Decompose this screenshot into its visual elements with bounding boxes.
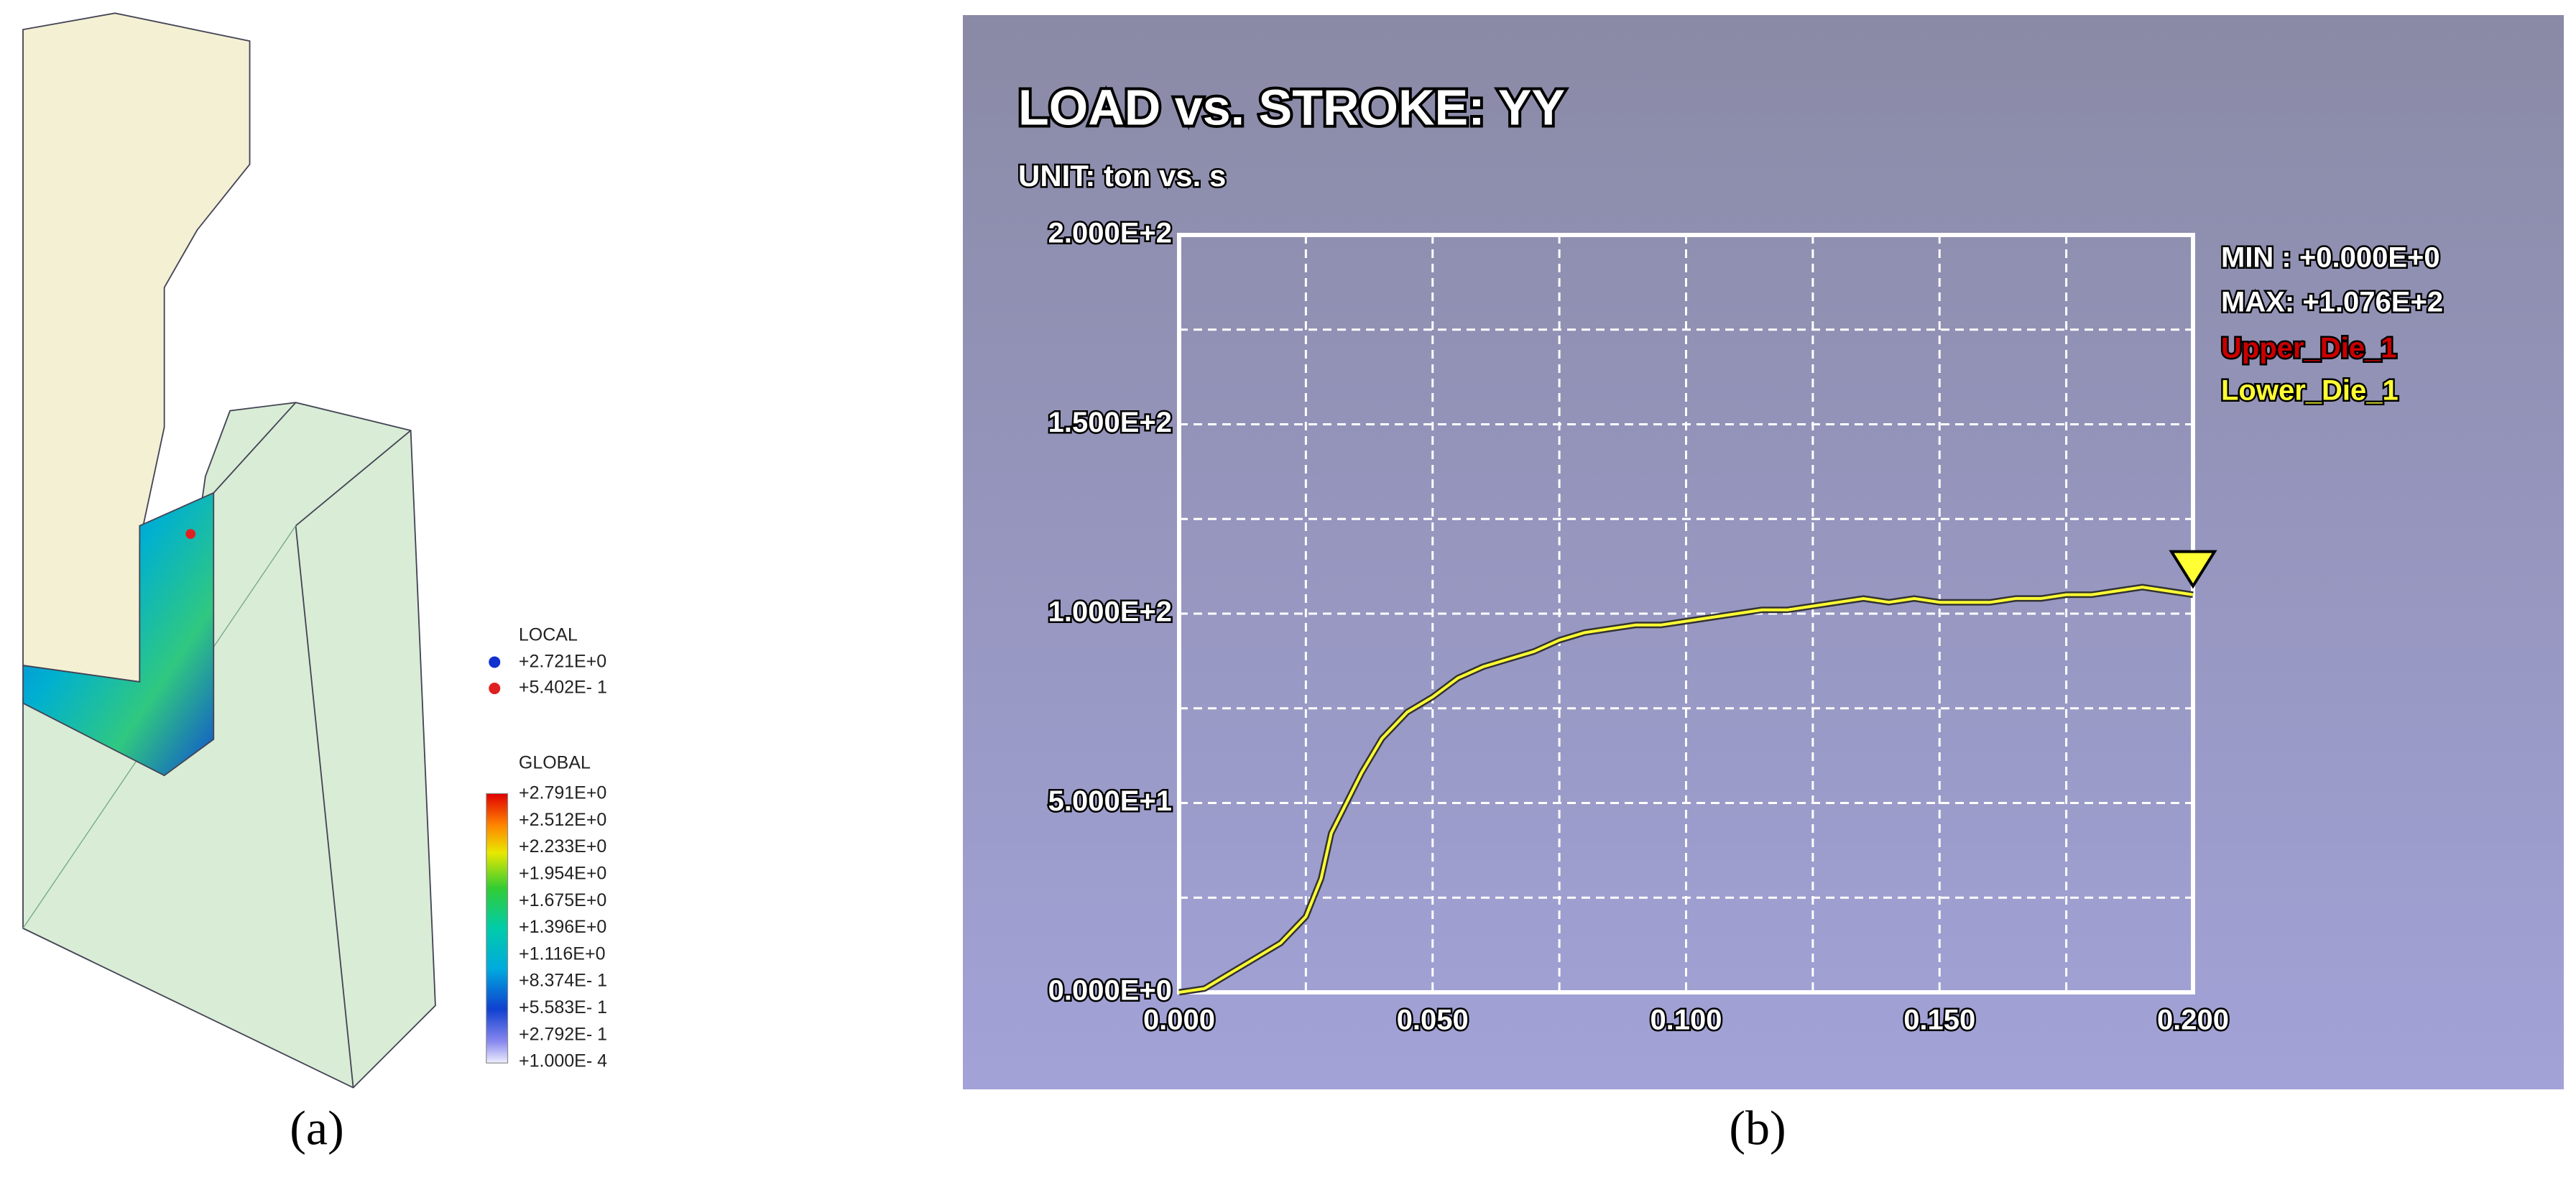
- global-value: +2.791E+0: [519, 783, 606, 803]
- local-value: +5.402E- 1: [519, 677, 607, 697]
- legend-entry: Lower_Die_1: [2221, 375, 2399, 407]
- y-tick-label: 2.000E+2: [1048, 218, 1172, 249]
- x-tick-label: 0.100: [1650, 1005, 1722, 1036]
- local-title: LOCAL: [519, 624, 578, 645]
- y-tick-label: 5.000E+1: [1048, 785, 1172, 817]
- global-value: +8.374E- 1: [519, 971, 607, 991]
- annotation: MIN : +0.000E+0: [2221, 242, 2440, 274]
- y-tick-label: 0.000E+0: [1048, 975, 1172, 1007]
- global-value: +1.396E+0: [519, 917, 606, 937]
- global-value: +2.233E+0: [519, 836, 606, 857]
- global-value: +2.792E- 1: [519, 1024, 607, 1044]
- chart-subtitle: UNIT: ton vs. s: [1018, 159, 1226, 193]
- x-tick-label: 0.050: [1397, 1005, 1469, 1036]
- global-value: +2.512E+0: [519, 810, 606, 830]
- x-tick-label: 0.000: [1143, 1005, 1215, 1036]
- local-marker: [489, 656, 501, 668]
- panel-a: LOCAL +2.721E+0 +5.402E- 1 GLOBAL: [22, 12, 607, 1089]
- stress-field: [22, 491, 215, 777]
- local-point: [185, 529, 196, 539]
- plot: 0.000 0.050 0.100 0.150 0.200 0.000E+0 5.000E+…: [1046, 216, 2400, 1038]
- global-value: +1.000E- 4: [519, 1051, 607, 1071]
- legend-entry: Upper_Die_1: [2221, 333, 2397, 364]
- plot-frame: [1177, 233, 2195, 994]
- global-value: +5.583E- 1: [519, 997, 607, 1017]
- data-line: [1178, 586, 2194, 994]
- caption: (a): [290, 1101, 343, 1155]
- edge: [295, 525, 354, 1088]
- local-marker: [489, 683, 501, 695]
- cursor-marker: [2169, 550, 2217, 589]
- edge: [213, 402, 297, 494]
- global-title: GLOBAL: [519, 752, 591, 772]
- local-value: +2.721E+0: [519, 651, 606, 671]
- caption: (b): [1729, 1101, 1786, 1155]
- x-tick-label: 0.150: [1903, 1005, 1975, 1036]
- y-tick-label: 1.500E+2: [1048, 407, 1172, 438]
- colorbar: [486, 793, 509, 1063]
- chart-title: LOAD vs. STROKE: YY: [1018, 79, 1565, 135]
- global-legend: +2.791E+0 +2.512E+0 +2.233E+0 +1.954E+0 +1.6…: [519, 783, 607, 1071]
- annotation: MAX: +1.076E+2: [2221, 287, 2443, 318]
- x-tick-label: 0.200: [2157, 1005, 2229, 1036]
- global-value: +1.675E+0: [519, 890, 606, 910]
- global-value: +1.954E+0: [519, 864, 606, 884]
- chart-background: [963, 15, 2564, 1089]
- global-value: +1.116E+0: [519, 943, 605, 964]
- edge: [295, 430, 412, 527]
- y-tick-label: 1.000E+2: [1048, 596, 1172, 628]
